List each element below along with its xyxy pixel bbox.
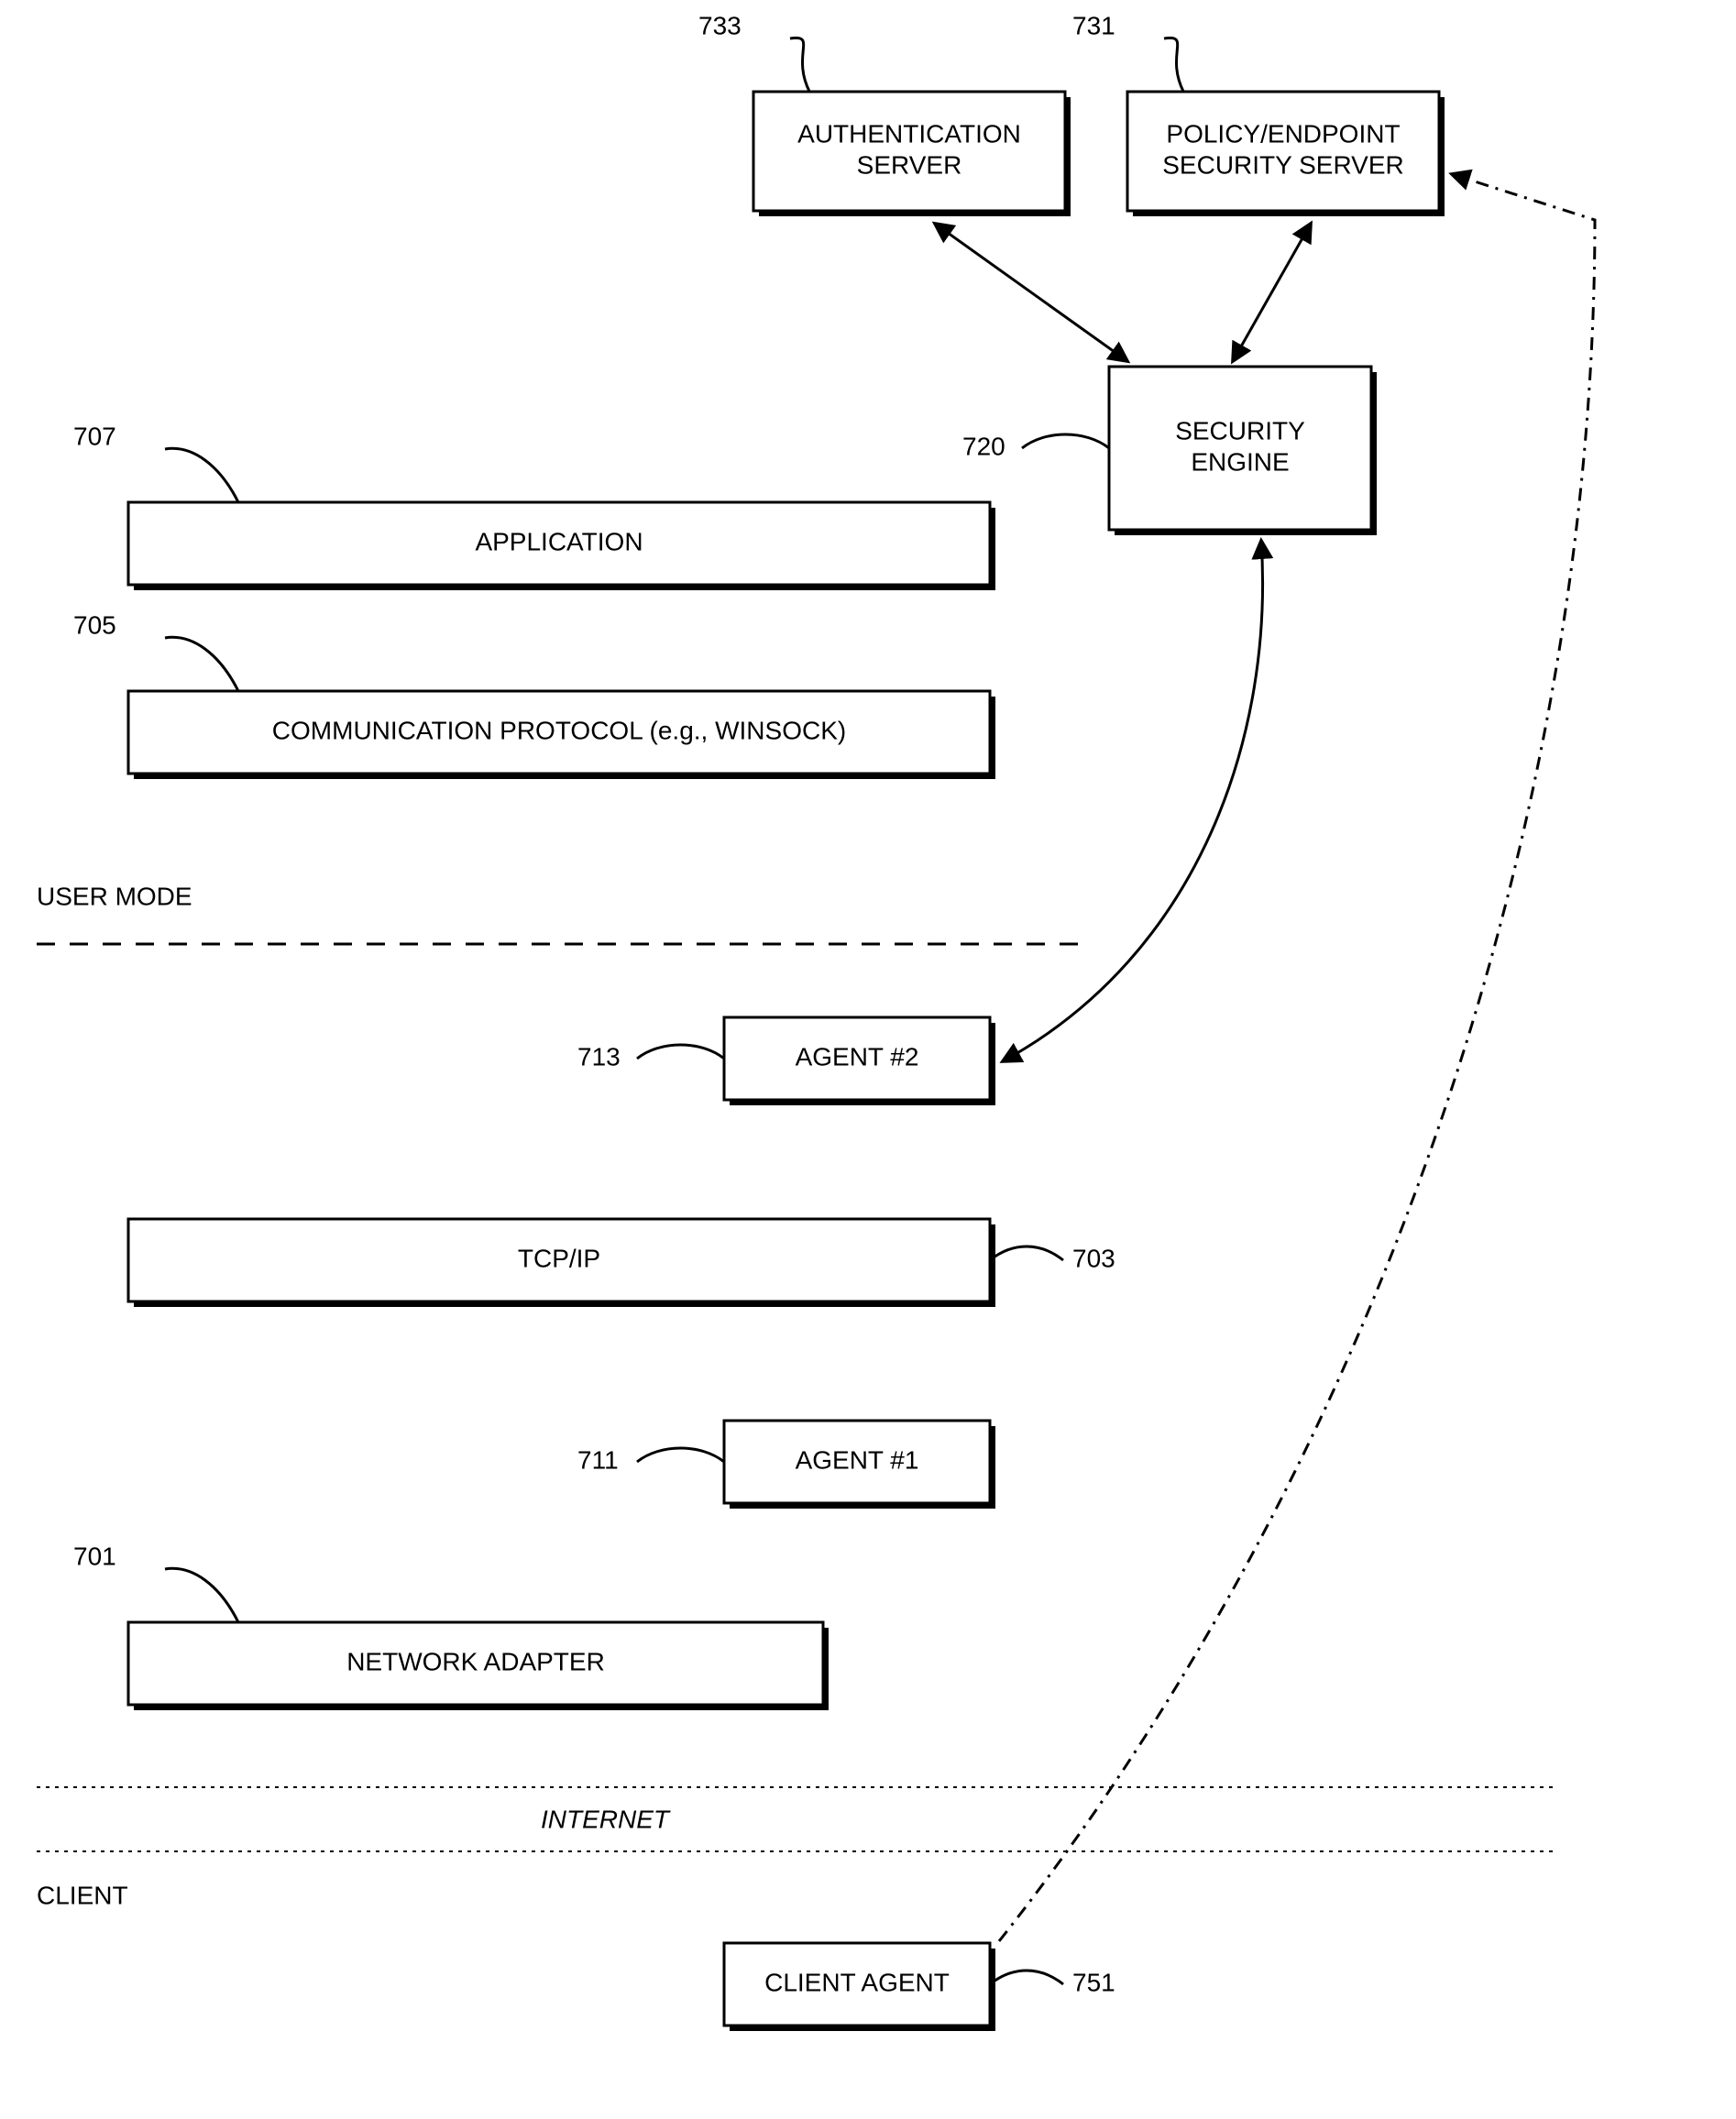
agent1-leader bbox=[637, 1448, 724, 1462]
security_engine-leader bbox=[1022, 434, 1109, 448]
policy_server-label: SECURITY SERVER bbox=[1162, 150, 1403, 179]
internet-label: INTERNET bbox=[541, 1805, 671, 1833]
policy_server-label: POLICY/ENDPOINT bbox=[1166, 119, 1400, 148]
agent2-label: AGENT #2 bbox=[796, 1042, 919, 1070]
comm_protocol-refnum: 705 bbox=[73, 610, 116, 639]
comm_protocol-label: COMMUNICATION PROTOCOL (e.g., WINSOCK) bbox=[272, 716, 846, 744]
auth_server-leader bbox=[790, 38, 809, 92]
tcpip-label: TCP/IP bbox=[518, 1244, 600, 1272]
policy_server-refnum: 731 bbox=[1072, 11, 1115, 39]
architecture-diagram: AUTHENTICATIONSERVER733POLICY/ENDPOINTSE… bbox=[0, 0, 1736, 2119]
user-mode-label: USER MODE bbox=[37, 882, 192, 910]
agent1-refnum: 711 bbox=[577, 1445, 619, 1474]
application-label: APPLICATION bbox=[475, 527, 643, 555]
application-refnum: 707 bbox=[73, 422, 116, 450]
security_engine-refnum: 720 bbox=[962, 432, 1005, 460]
comm_protocol-leader bbox=[165, 637, 238, 691]
client-label: CLIENT bbox=[37, 1881, 128, 1909]
client_agent-label: CLIENT AGENT bbox=[764, 1968, 950, 1996]
engine_to_agent2 bbox=[1003, 541, 1263, 1061]
security_engine-label: SECURITY bbox=[1175, 416, 1305, 445]
network_adapter-leader bbox=[165, 1568, 238, 1622]
agent2-refnum: 713 bbox=[577, 1042, 621, 1070]
agent2-leader bbox=[637, 1045, 724, 1059]
auth_server-refnum: 733 bbox=[698, 11, 742, 39]
agent1-label: AGENT #1 bbox=[796, 1445, 919, 1474]
security_engine-label: ENGINE bbox=[1191, 447, 1289, 476]
policy_to_engine bbox=[1233, 224, 1311, 361]
auth_server-label: AUTHENTICATION bbox=[797, 119, 1021, 148]
client_agent-leader bbox=[990, 1971, 1063, 1984]
auth_to_engine bbox=[935, 224, 1127, 361]
network_adapter-refnum: 701 bbox=[73, 1542, 116, 1570]
tcpip-refnum: 703 bbox=[1072, 1244, 1115, 1272]
client_agent-refnum: 751 bbox=[1072, 1968, 1115, 1996]
network_adapter-label: NETWORK ADAPTER bbox=[346, 1647, 605, 1675]
tcpip-leader bbox=[990, 1246, 1063, 1260]
policy_server-leader bbox=[1164, 38, 1183, 92]
auth_server-label: SERVER bbox=[857, 150, 962, 179]
application-leader bbox=[165, 448, 238, 502]
